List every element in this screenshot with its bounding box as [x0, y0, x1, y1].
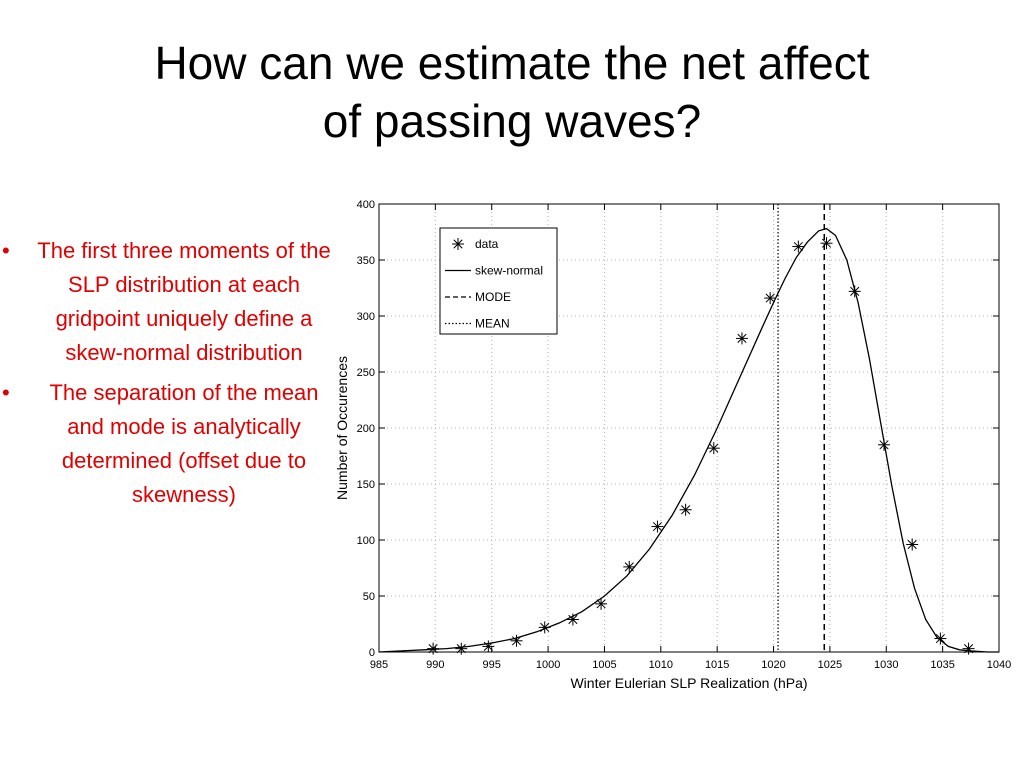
legend-label-skew-normal: skew-normal — [475, 264, 543, 278]
asterisk-stroke — [652, 521, 663, 532]
asterisk-stroke — [879, 440, 889, 450]
y-tick-label: 100 — [357, 535, 375, 547]
bullet-text-2: The separation of the mean and mode is a… — [49, 380, 319, 507]
asterisk-stroke — [453, 239, 463, 249]
plot-frame — [378, 203, 1000, 653]
asterisk-stroke — [793, 241, 803, 252]
data-point — [651, 520, 664, 533]
data-point — [906, 538, 919, 551]
x-tick-label: 1025 — [818, 659, 842, 671]
grid-layer — [379, 204, 999, 652]
asterisk-stroke — [737, 333, 747, 343]
legend-label-mean: MEAN — [475, 317, 510, 331]
asterisk-stroke — [681, 505, 691, 515]
data-markers — [427, 237, 975, 655]
data-point — [482, 640, 495, 653]
data-point — [735, 332, 748, 345]
x-tick-label: 1020 — [761, 659, 785, 671]
data-point — [848, 285, 861, 298]
data-point — [623, 560, 636, 573]
x-tick-label: 1005 — [592, 659, 616, 671]
data-point — [452, 238, 464, 250]
data-point — [566, 613, 579, 626]
title-line-2: of passing waves? — [322, 95, 702, 147]
asterisk-stroke — [483, 641, 493, 651]
slide-title: How can we estimate the net affect of pa… — [40, 34, 984, 150]
bullet-list: • The first three moments of the SLP dis… — [0, 234, 342, 518]
data-point — [707, 442, 720, 455]
asterisk-stroke — [456, 644, 466, 654]
y-tick-label: 0 — [369, 647, 375, 659]
asterisk-stroke — [428, 644, 438, 654]
y-tick-label: 300 — [357, 311, 375, 323]
y-tick-label: 250 — [357, 367, 375, 379]
y-tick-label: 400 — [357, 199, 375, 211]
x-axis-label: Winter Eulerian SLP Realization (hPa) — [570, 675, 807, 691]
data-point — [538, 621, 551, 634]
asterisk-stroke — [821, 238, 832, 248]
x-tick-label: 995 — [483, 659, 501, 671]
asterisk-stroke — [935, 633, 945, 644]
bullet-text-1: The first three moments of the SLP distr… — [37, 238, 331, 365]
tick-layer: 0 50 100 150 200 250 300 350 400 985 990 995 1000 100… — [357, 199, 1012, 671]
data-point — [679, 503, 692, 516]
x-tick-label: 1040 — [987, 659, 1011, 671]
data-point — [595, 597, 608, 610]
curve-layer — [378, 227, 999, 653]
x-tick-label: 1015 — [705, 659, 729, 671]
asterisk-stroke — [540, 622, 550, 632]
asterisk-stroke — [709, 443, 719, 453]
x-tick-label: 1030 — [874, 659, 898, 671]
y-axis-label: Number of Occurences — [334, 356, 350, 500]
y-tick-label: 50 — [363, 591, 375, 603]
reference-lines — [777, 204, 826, 652]
skew-normal-curve — [378, 227, 999, 653]
data-point — [792, 240, 805, 253]
asterisk-stroke — [963, 644, 974, 654]
bullet-item-1: • The first three moments of the SLP dis… — [0, 234, 342, 370]
title-line-1: How can we estimate the net affect — [154, 37, 870, 89]
x-tick-label: 1000 — [536, 659, 560, 671]
x-tick-label: 990 — [426, 659, 444, 671]
data-point — [764, 292, 777, 305]
y-tick-label: 350 — [357, 255, 375, 267]
data-point — [934, 632, 947, 645]
data-point — [427, 642, 440, 655]
x-tick-label: 1035 — [930, 659, 954, 671]
asterisk-stroke — [511, 636, 522, 646]
asterisk-stroke — [907, 539, 917, 550]
data-point — [820, 237, 833, 250]
legend-label-mode: MODE — [475, 290, 511, 304]
data-point — [455, 642, 468, 655]
data-point — [510, 634, 523, 647]
slp-distribution-chart: 0 50 100 150 200 250 300 350 400 985 990 995 1000 100… — [334, 199, 1012, 691]
legend-label-data: data — [475, 237, 499, 251]
asterisk-stroke — [596, 599, 606, 609]
asterisk-stroke — [624, 562, 634, 572]
y-tick-label: 200 — [357, 423, 375, 435]
data-point — [962, 642, 975, 655]
x-tick-label: 985 — [370, 659, 388, 671]
x-tick-label: 1010 — [649, 659, 673, 671]
asterisk-stroke — [850, 286, 860, 296]
chart-legend: data skew-normal MODE MEAN — [439, 227, 558, 335]
data-point — [878, 438, 891, 451]
asterisk-stroke — [765, 293, 775, 303]
bullet-item-2: • The separation of the mean and mode is… — [0, 376, 342, 512]
bullet-marker: • — [2, 380, 10, 405]
bullet-marker: • — [2, 238, 10, 263]
asterisk-stroke — [568, 614, 578, 625]
y-tick-label: 150 — [357, 479, 375, 491]
